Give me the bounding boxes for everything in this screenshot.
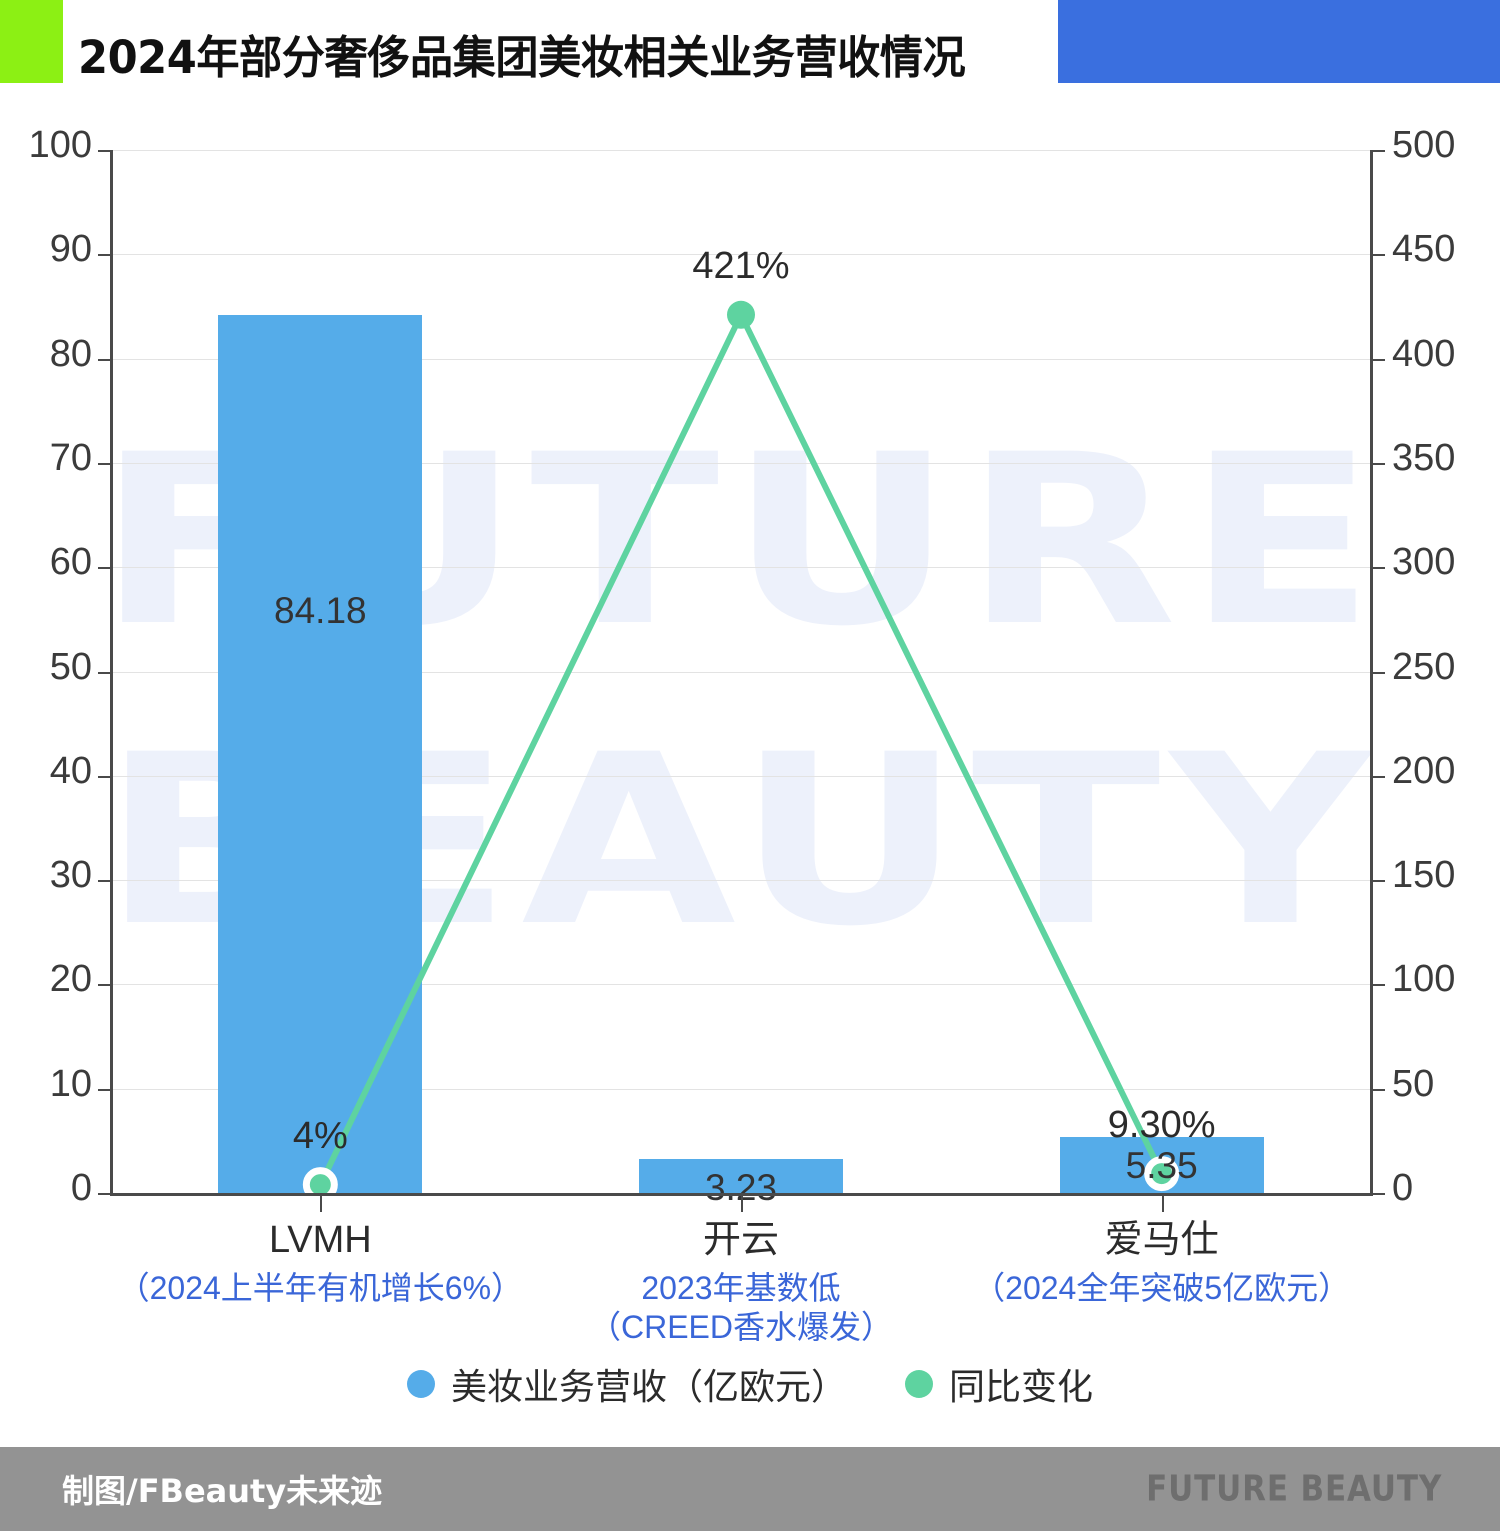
legend-item-1[interactable]: 美妆业务营收（亿欧元） bbox=[406, 1358, 847, 1410]
y-axis-right-tick-label: 200 bbox=[1392, 749, 1456, 792]
line-value-label-2: 421% bbox=[692, 244, 790, 287]
y-axis-right-tick-label: 100 bbox=[1392, 958, 1456, 1001]
chart-header: 2024年部分奢侈品集团美妆相关业务营收情况 bbox=[0, 0, 1500, 110]
gridline bbox=[110, 984, 1372, 986]
x-axis bbox=[110, 1193, 1373, 1196]
y-axis-right-tick bbox=[1373, 567, 1385, 570]
y-axis-left-tick bbox=[98, 150, 110, 152]
category-name: 开云 bbox=[702, 1219, 779, 1261]
line-marker-3[interactable] bbox=[1144, 1156, 1180, 1192]
y-axis-left-tick bbox=[98, 462, 110, 465]
y-axis-right-tick bbox=[1373, 254, 1385, 257]
x-axis-category-2: 开云 2023年基数低 （CREED香水爆发） bbox=[531, 1218, 952, 1347]
y-axis-left-tick bbox=[98, 880, 110, 883]
category-note: （CREED香水爆发） bbox=[588, 1308, 893, 1345]
x-axis-tick bbox=[320, 1196, 323, 1212]
y-axis-left-tick-label: 0 bbox=[70, 1167, 92, 1209]
gridline bbox=[110, 1088, 1372, 1090]
footer-credit: 制图/FBeauty未来迹 bbox=[62, 1472, 383, 1510]
y-axis-left-tick-label: 50 bbox=[49, 645, 92, 688]
y-axis-right-tick-label: 450 bbox=[1392, 228, 1456, 271]
line-value-label-3: 9.30% bbox=[1107, 1103, 1216, 1146]
y-axis-right-tick bbox=[1373, 984, 1385, 987]
y-axis-left-tick bbox=[98, 984, 110, 987]
y-axis-left-tick-label: 10 bbox=[49, 1062, 92, 1105]
y-axis-right-tick-label: 300 bbox=[1392, 541, 1456, 584]
y-axis-right-tick bbox=[1373, 358, 1385, 361]
line-path bbox=[317, 311, 1165, 1188]
category-name: LVMH bbox=[268, 1219, 372, 1261]
y-axis-left-tick bbox=[98, 1193, 110, 1195]
legend-label: 美妆业务营收（亿欧元） bbox=[450, 1366, 847, 1407]
y-axis-left-tick-label: 90 bbox=[49, 228, 92, 271]
y-axis-right-tick-label: 50 bbox=[1392, 1062, 1435, 1105]
x-axis-tick bbox=[1161, 1196, 1164, 1212]
y-axis-right-tick-label: 150 bbox=[1392, 854, 1456, 897]
category-note: （2024上半年有机增长6%） bbox=[117, 1269, 524, 1306]
x-axis-category-3: 爱马仕 （2024全年突破5亿欧元） bbox=[951, 1218, 1372, 1308]
y-axis-left-tick bbox=[98, 775, 110, 778]
bar-value-label-2: 3.23 bbox=[704, 1167, 777, 1209]
page-title: 2024年部分奢侈品集团美妆相关业务营收情况 bbox=[78, 31, 966, 84]
legend-dot-icon bbox=[905, 1370, 933, 1398]
gridline bbox=[110, 254, 1372, 256]
y-axis-right-tick-label: 350 bbox=[1392, 436, 1456, 479]
legend-label: 同比变化 bbox=[949, 1366, 1094, 1407]
y-axis-right-tick-label: 250 bbox=[1392, 645, 1456, 688]
gridline bbox=[110, 462, 1372, 464]
x-axis-tick bbox=[741, 1196, 743, 1212]
line-marker-2[interactable] bbox=[727, 300, 755, 329]
gridline bbox=[110, 567, 1372, 569]
gridline bbox=[110, 150, 1372, 151]
y-axis-right-tick bbox=[1373, 775, 1385, 778]
y-axis-left-tick-label: 20 bbox=[49, 958, 92, 1001]
y-axis-left-tick bbox=[98, 671, 110, 674]
category-note: （2024全年突破5亿欧元） bbox=[973, 1269, 1351, 1306]
y-axis-left-tick-label: 80 bbox=[49, 332, 92, 375]
y-axis-left bbox=[110, 150, 113, 1196]
plot-area: FUTURE BEAUTY 84.18 3.23 5.35 4% 421% 9.30% bbox=[110, 150, 1372, 1208]
line-series bbox=[302, 300, 1180, 1203]
footer-brand: FUTURE BEAUTY bbox=[1146, 1468, 1442, 1510]
y-axis-right-tick bbox=[1373, 462, 1385, 465]
chart-canvas: FUTURE BEAUTY 84.18 3.23 5.35 4% 421% 9.30% 0… bbox=[0, 110, 1500, 1440]
y-axis-left-tick bbox=[98, 567, 110, 570]
accent-block-blue bbox=[1058, 0, 1500, 83]
gridline bbox=[110, 358, 1372, 360]
line-value-label-1: 4% bbox=[292, 1114, 348, 1157]
y-axis-right-tick-label: 400 bbox=[1392, 332, 1456, 375]
legend-dot-icon bbox=[406, 1370, 435, 1398]
chart-footer: 制图/FBeauty未来迹 FUTURE BEAUTY bbox=[0, 1447, 1500, 1531]
gridline bbox=[110, 880, 1372, 882]
bar-2[interactable] bbox=[638, 1159, 843, 1193]
y-axis-left-tick-label: 40 bbox=[49, 749, 92, 792]
chart-legend: 美妆业务营收（亿欧元） 同比变化 bbox=[0, 1358, 1500, 1410]
category-note: 2023年基数低 bbox=[641, 1269, 841, 1306]
gridline bbox=[110, 671, 1372, 673]
y-axis-left-tick-label: 60 bbox=[49, 541, 92, 584]
x-axis-category-1: LVMH （2024上半年有机增长6%） bbox=[110, 1218, 531, 1308]
category-name: 爱马仕 bbox=[1104, 1219, 1219, 1261]
y-axis-right-tick-label: 0 bbox=[1392, 1167, 1414, 1209]
y-axis-right-tick bbox=[1373, 1193, 1385, 1195]
y-axis-left-tick-label: 30 bbox=[49, 854, 92, 897]
y-axis-right-tick bbox=[1373, 1088, 1385, 1091]
y-axis-left-tick-label: 70 bbox=[49, 436, 92, 479]
legend-item-2[interactable]: 同比变化 bbox=[905, 1358, 1093, 1410]
y-axis-right-tick bbox=[1373, 671, 1385, 674]
y-axis-right-tick-label: 500 bbox=[1392, 124, 1456, 166]
y-axis-right bbox=[1370, 150, 1373, 1196]
y-axis-right-tick bbox=[1373, 880, 1385, 883]
y-axis-left-tick-label: 100 bbox=[28, 124, 92, 166]
bar-value-label-1: 84.18 bbox=[274, 590, 367, 631]
bar-value-label-3: 5.35 bbox=[1125, 1145, 1198, 1187]
y-axis-right-tick bbox=[1373, 150, 1385, 152]
gridline bbox=[110, 775, 1372, 777]
y-axis-left-tick bbox=[98, 254, 110, 257]
y-axis-left-tick bbox=[98, 358, 110, 361]
accent-block-green bbox=[0, 0, 63, 83]
y-axis-left-tick bbox=[98, 1088, 110, 1091]
